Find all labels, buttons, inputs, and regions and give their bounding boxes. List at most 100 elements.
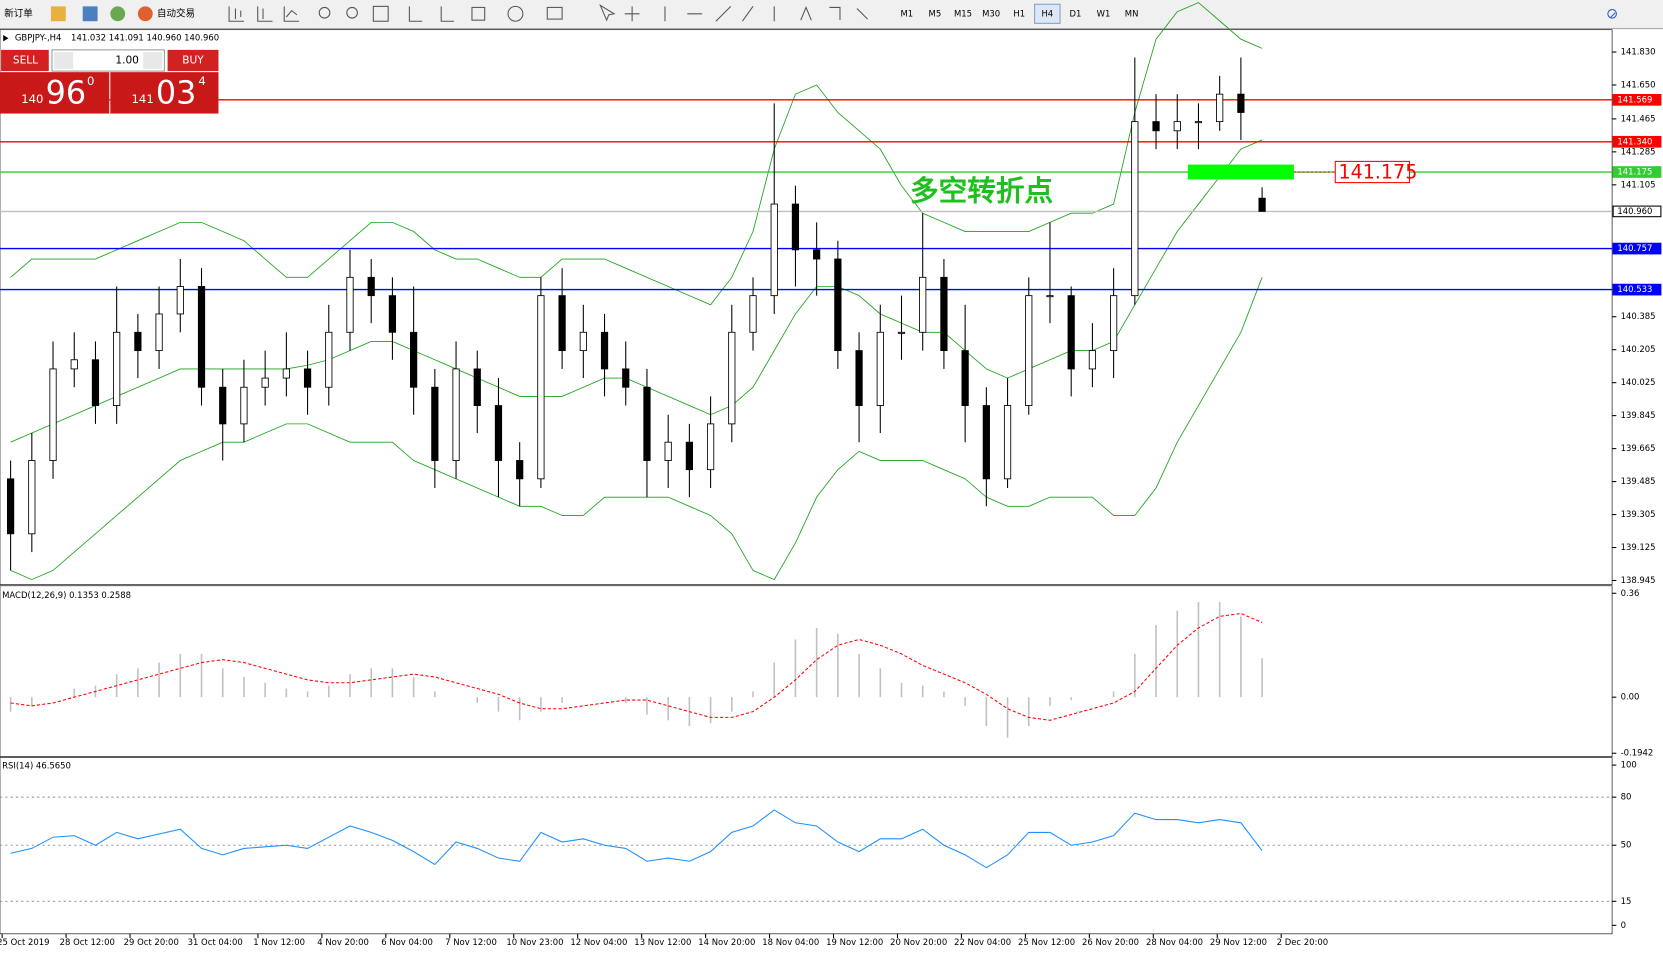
level-tag: [1612, 93, 1662, 106]
buy-sup: 4: [198, 74, 205, 88]
macd-panel: [0, 585, 1613, 757]
sell-price-box[interactable]: [0, 72, 110, 114]
rsi-panel: [0, 757, 1613, 935]
x-tick-label: 25 Oct 2019: [0, 937, 50, 947]
y-tick-label: 140.025: [1621, 377, 1656, 387]
candle-body: [706, 423, 715, 471]
candle-body: [113, 331, 121, 406]
rsi-tick-label: 50: [1621, 840, 1632, 850]
candle-body: [6, 478, 15, 535]
buy-price-box[interactable]: [110, 72, 219, 114]
y-tick-label: 141.830: [1621, 47, 1656, 57]
icon[interactable]: [82, 6, 98, 22]
candle-body: [685, 441, 693, 471]
lot-down[interactable]: [54, 51, 74, 69]
x-tick-label: 12 Nov 04:00: [570, 937, 627, 947]
buy-button[interactable]: [167, 49, 219, 72]
x-tick-label: 25 Nov 12:00: [1018, 937, 1075, 947]
y-tick-label: 139.665: [1621, 443, 1656, 453]
rsi-line: [10, 809, 1263, 869]
level-tag: [1612, 283, 1662, 296]
timeframe[interactable]: D1: [1069, 8, 1081, 18]
bollinger-band: [10, 2, 1263, 306]
bollinger-band: [10, 139, 1263, 443]
sell-button[interactable]: [1, 49, 49, 72]
symbol: GBPJPY-,H4: [15, 33, 62, 43]
rsi-tick-label: 15: [1621, 896, 1632, 906]
sell-label[interactable]: SELL: [13, 54, 38, 66]
candle-body: [91, 359, 100, 406]
symbol-arrow: [3, 35, 9, 42]
trade-panel: SELL 1.00 BUY 140 96 0 141 03 4: [0, 49, 219, 114]
lot-up[interactable]: [143, 51, 163, 69]
candle-body: [1025, 295, 1033, 406]
candle-body: [282, 368, 290, 379]
timeframe-active: [1034, 3, 1061, 24]
y-tick-label: 139.845: [1621, 410, 1656, 420]
timeframe[interactable]: W1: [1097, 8, 1111, 18]
timeframe[interactable]: H4: [1041, 8, 1053, 18]
x-tick-label: 20 Nov 20:00: [890, 937, 947, 947]
toolbar: [0, 0, 1663, 29]
candle-body: [834, 258, 842, 352]
timeframe[interactable]: M15: [954, 8, 972, 18]
macd-tick-label: 0.00: [1621, 692, 1640, 702]
macd-signal: [10, 612, 1263, 721]
x-tick-label: 2 Dec 20:00: [1277, 937, 1329, 947]
level-label: 140.757: [1617, 243, 1652, 253]
ohlc-info: 141.032 141.091 140.960 140.960: [71, 33, 219, 43]
candle-body: [600, 331, 609, 370]
candle-body: [643, 386, 651, 461]
timeframe[interactable]: M5: [929, 8, 942, 18]
level-tag: [1612, 166, 1662, 178]
lot-box[interactable]: [51, 49, 165, 72]
icon[interactable]: [50, 6, 66, 22]
new-order[interactable]: 新订单: [4, 7, 33, 19]
candle-body: [494, 405, 503, 461]
x-tick-label: 1 Nov 12:00: [253, 937, 305, 947]
sell-sup: 0: [87, 74, 94, 88]
timeframe[interactable]: H1: [1013, 8, 1025, 18]
candle-body: [1258, 197, 1266, 212]
icon[interactable]: [137, 6, 153, 22]
candle-body: [813, 249, 821, 260]
bollinger-band: [10, 277, 1263, 581]
candle-body: [770, 203, 778, 297]
search-icon[interactable]: [1607, 9, 1617, 19]
timeframe[interactable]: MN: [1125, 8, 1139, 18]
icon[interactable]: [110, 6, 126, 22]
timeframe[interactable]: M1: [900, 8, 913, 18]
y-tick-label: 139.305: [1621, 509, 1656, 519]
candle-body: [855, 350, 863, 406]
candle-body: [197, 286, 206, 388]
level-tag: [1612, 242, 1662, 255]
x-tick-label: 26 Nov 20:00: [1082, 937, 1139, 947]
x-tick-label: 7 Nov 12:00: [445, 937, 497, 947]
level-label: 141.340: [1617, 136, 1652, 146]
candle-body: [367, 276, 375, 297]
timeframe[interactable]: M30: [982, 8, 1000, 18]
macd-tick-label: 0.36: [1621, 588, 1640, 598]
timeframes: M1 M5 M15 M30 H1 H4 D1 W1 MN: [900, 3, 1139, 24]
level-label: 140.960: [1617, 206, 1652, 216]
candle-body: [664, 441, 672, 461]
candle-body: [728, 331, 736, 425]
candle-body: [388, 295, 397, 333]
lot-value[interactable]: 1.00: [115, 54, 139, 66]
level-tag: [1612, 205, 1662, 218]
x-tick-label: 28 Oct 12:00: [60, 937, 115, 947]
rsi-tick-label: 80: [1621, 792, 1632, 802]
y-tick-label: 141.285: [1621, 146, 1656, 156]
x-tick-label: 6 Nov 04:00: [381, 937, 433, 947]
candle-body: [558, 295, 566, 352]
y-tick-label: 139.125: [1621, 542, 1656, 552]
x-tick-label: 31 Oct 04:00: [188, 937, 243, 947]
auto-trade[interactable]: 自动交易: [157, 7, 195, 19]
candle-body: [1046, 295, 1054, 298]
y-tick-label: 139.485: [1621, 476, 1656, 486]
buy-prefix: 141: [132, 92, 154, 106]
buy-label[interactable]: BUY: [182, 54, 204, 66]
rsi-label: RSI(14) 46.5650: [2, 761, 71, 771]
rsi-tick-label: 100: [1621, 760, 1637, 770]
